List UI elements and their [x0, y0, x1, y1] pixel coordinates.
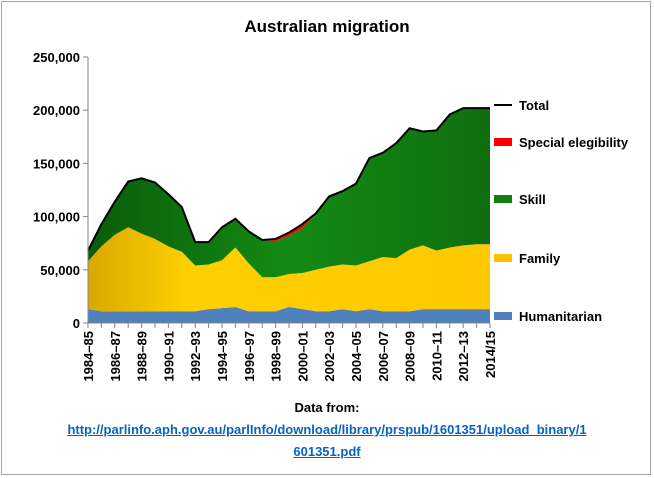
x-tick-label: 2002–03: [322, 331, 337, 382]
y-tick-label: 100,000: [33, 210, 80, 225]
legend-swatch-humanitarian: [494, 312, 512, 320]
x-tick-label: 1998–99: [269, 331, 284, 382]
y-tick-label: 250,000: [33, 50, 80, 65]
x-tick-label: 1996–97: [242, 331, 257, 382]
legend-label-family: Family: [519, 251, 561, 266]
chart-title: Australian migration: [244, 17, 410, 36]
total-line: [87, 107, 490, 252]
area-skill: [88, 108, 490, 278]
legend-label-skill: Skill: [519, 192, 546, 207]
legend-label-total: Total: [519, 98, 549, 113]
x-tick-label: 2012–13: [456, 331, 471, 382]
x-tick-label: 1984–85: [81, 331, 96, 382]
y-tick-label: 0: [73, 316, 80, 331]
x-tick-label: 2014/15: [483, 331, 498, 378]
area-series-group: [87, 107, 490, 323]
legend: Total Special elegibility Skill Family Human…: [494, 98, 629, 324]
x-tick-label: 1994–95: [215, 331, 230, 382]
x-tick-label: 2006–07: [376, 331, 391, 382]
source-heading: Data from:: [294, 400, 360, 415]
x-tick-label: 1986–87: [108, 331, 123, 382]
x-tick-label: 2004–05: [349, 331, 364, 382]
legend-swatch-special-elegibility: [494, 138, 512, 146]
x-tick-label: 2010–11: [429, 331, 444, 381]
legend-swatch-skill: [494, 195, 512, 203]
y-tick-label: 50,000: [40, 263, 80, 278]
source-note: Data from: http://parlinfo.aph.gov.au/pa…: [0, 397, 654, 463]
legend-swatch-family: [494, 254, 512, 262]
x-tick-label: 1988–89: [135, 331, 150, 382]
legend-label-humanitarian: Humanitarian: [519, 309, 602, 324]
source-link[interactable]: http://parlinfo.aph.gov.au/parlInfo/down…: [67, 422, 587, 459]
x-tick-label: 2000–01: [295, 331, 310, 382]
axes-group: 0 50,000 100,000 150,000 200,000 250,000 1984–…: [33, 50, 498, 382]
x-tick-label: 1992–93: [188, 331, 203, 382]
x-tick-label: 2008–09: [403, 331, 418, 382]
y-tick-label: 200,000: [33, 103, 80, 118]
y-tick-label: 150,000: [33, 156, 80, 171]
area-family: [88, 227, 490, 312]
x-tick-label: 1990–91: [161, 331, 176, 382]
area-humanitarian: [88, 307, 490, 323]
legend-label-special-elegibility: Special elegibility: [519, 135, 629, 150]
